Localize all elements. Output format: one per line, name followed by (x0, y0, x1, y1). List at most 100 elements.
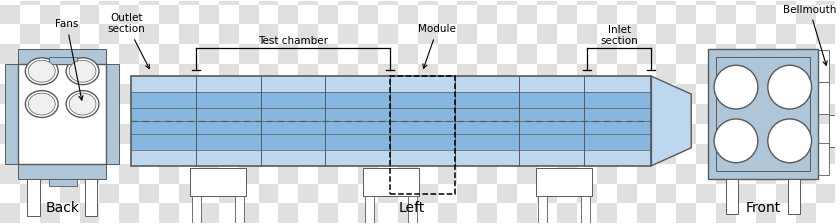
Bar (417, 184, 438, 203)
Bar (49, 179, 76, 186)
Bar (816, 144, 836, 164)
Bar (497, 104, 517, 124)
Bar (80, 4, 99, 24)
Bar (131, 92, 652, 150)
Bar (279, 124, 298, 144)
Bar (279, 164, 298, 184)
Bar (656, 104, 676, 124)
Bar (358, 44, 378, 64)
Bar (20, 104, 39, 124)
Bar (179, 184, 199, 203)
Bar (795, 124, 816, 144)
Text: Fans: Fans (55, 19, 83, 100)
Text: Front: Front (745, 201, 780, 215)
Text: Test chamber: Test chamber (258, 36, 328, 46)
Bar (234, 196, 244, 223)
Bar (60, 104, 80, 124)
Bar (259, 64, 279, 84)
Bar (676, 44, 696, 64)
Bar (776, 144, 795, 164)
Bar (417, 144, 438, 164)
Bar (139, 184, 159, 203)
Bar (339, 184, 358, 203)
Bar (259, 144, 279, 164)
Bar (199, 84, 218, 104)
Bar (517, 4, 537, 24)
Bar (358, 4, 378, 24)
Circle shape (714, 65, 758, 109)
Bar (756, 44, 776, 64)
Bar (788, 179, 800, 214)
Bar (716, 164, 736, 184)
Polygon shape (652, 76, 691, 166)
Bar (159, 203, 179, 223)
Bar (696, 144, 716, 164)
Bar (259, 184, 279, 203)
Bar (239, 44, 259, 64)
Bar (199, 124, 218, 144)
Bar (190, 168, 245, 196)
Bar (637, 203, 656, 223)
Bar (159, 164, 179, 184)
Bar (517, 203, 537, 223)
Bar (279, 84, 298, 104)
Bar (537, 144, 557, 164)
Bar (39, 164, 60, 184)
Bar (637, 164, 656, 184)
Bar (339, 64, 358, 84)
Bar (417, 24, 438, 44)
Bar (339, 104, 358, 124)
Bar (537, 0, 557, 4)
Bar (756, 84, 776, 104)
Bar (736, 184, 756, 203)
Bar (80, 203, 99, 223)
Bar (139, 24, 159, 44)
Bar (365, 196, 374, 223)
Bar (390, 76, 454, 194)
Bar (537, 64, 557, 84)
Bar (0, 4, 20, 24)
Bar (358, 124, 378, 144)
Bar (458, 184, 477, 203)
Bar (438, 84, 458, 104)
Bar (836, 164, 840, 184)
Bar (99, 184, 119, 203)
Bar (159, 124, 179, 144)
Bar (199, 44, 218, 64)
Bar (318, 164, 339, 184)
Bar (119, 84, 139, 104)
Bar (676, 84, 696, 104)
Bar (696, 24, 716, 44)
Bar (259, 0, 279, 4)
Bar (99, 0, 119, 4)
Bar (557, 203, 577, 223)
Bar (218, 104, 239, 124)
Bar (577, 0, 596, 4)
Bar (836, 4, 840, 24)
Bar (557, 124, 577, 144)
Bar (637, 4, 656, 24)
Bar (676, 124, 696, 144)
Bar (776, 184, 795, 203)
Bar (817, 82, 829, 114)
Bar (179, 0, 199, 4)
Ellipse shape (29, 93, 55, 115)
Bar (339, 24, 358, 44)
Bar (417, 64, 438, 84)
Bar (617, 144, 637, 164)
Bar (259, 104, 279, 124)
Bar (159, 4, 179, 24)
Bar (39, 124, 60, 144)
Bar (676, 4, 696, 24)
Bar (829, 115, 839, 147)
Bar (438, 4, 458, 24)
Bar (80, 124, 99, 144)
Text: Module: Module (418, 24, 456, 68)
Bar (179, 104, 199, 124)
Bar (696, 104, 716, 124)
Ellipse shape (66, 91, 99, 117)
Bar (458, 144, 477, 164)
Bar (5, 64, 18, 164)
Bar (139, 144, 159, 164)
Bar (0, 203, 20, 223)
